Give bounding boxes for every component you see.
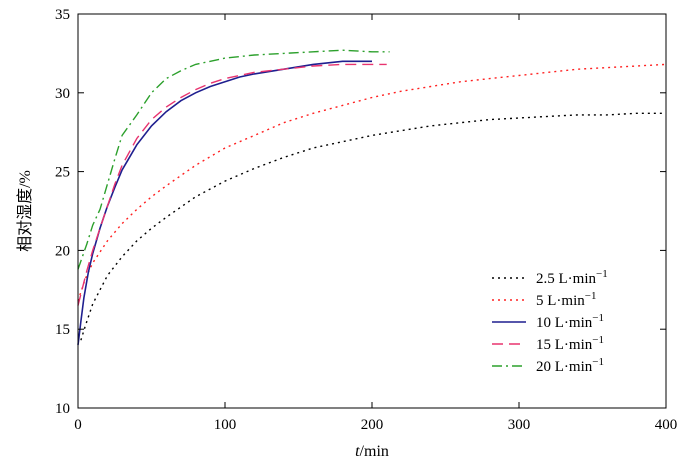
x-tick-label: 0 — [74, 417, 82, 433]
y-tick-label: 20 — [55, 243, 70, 259]
series-line-15 — [77, 63, 387, 306]
y-axis-label: 相对湿度/% — [16, 170, 34, 252]
series-line-5 — [77, 63, 667, 302]
axis-ticks: 0 100 200 300 400 10 15 20 25 30 35 — [55, 7, 677, 433]
legend-entry-5: 5 L·min−1 — [536, 290, 596, 309]
legend-entry-15: 15 L·min−1 — [536, 334, 604, 353]
series-line-20 — [77, 49, 390, 270]
series-lines — [77, 49, 667, 346]
x-axis-label-variable: t — [355, 443, 360, 460]
series-line-10 — [77, 60, 372, 346]
legend-entry-2.5: 2.5 L·min−1 — [536, 268, 608, 287]
legend-entry-20: 20 L·min−1 — [536, 356, 604, 375]
x-tick-label: 100 — [214, 417, 237, 433]
x-tick-label: 300 — [508, 417, 531, 433]
legend: 2.5 L·min−1 5 L·min−1 10 L·min−1 15 L·min−1… — [492, 268, 608, 375]
x-tick-label: 200 — [361, 417, 384, 433]
legend-entry-10: 10 L·min−1 — [536, 312, 604, 331]
x-tick-label: 400 — [655, 417, 678, 433]
y-tick-label: 35 — [55, 7, 70, 23]
y-tick-label: 30 — [55, 86, 70, 102]
x-axis-label-unit: /min — [360, 443, 389, 460]
y-tick-label: 15 — [55, 322, 70, 338]
x-axis-label: t/min — [355, 443, 389, 460]
y-tick-label: 10 — [55, 401, 70, 417]
y-tick-label: 25 — [55, 165, 70, 181]
